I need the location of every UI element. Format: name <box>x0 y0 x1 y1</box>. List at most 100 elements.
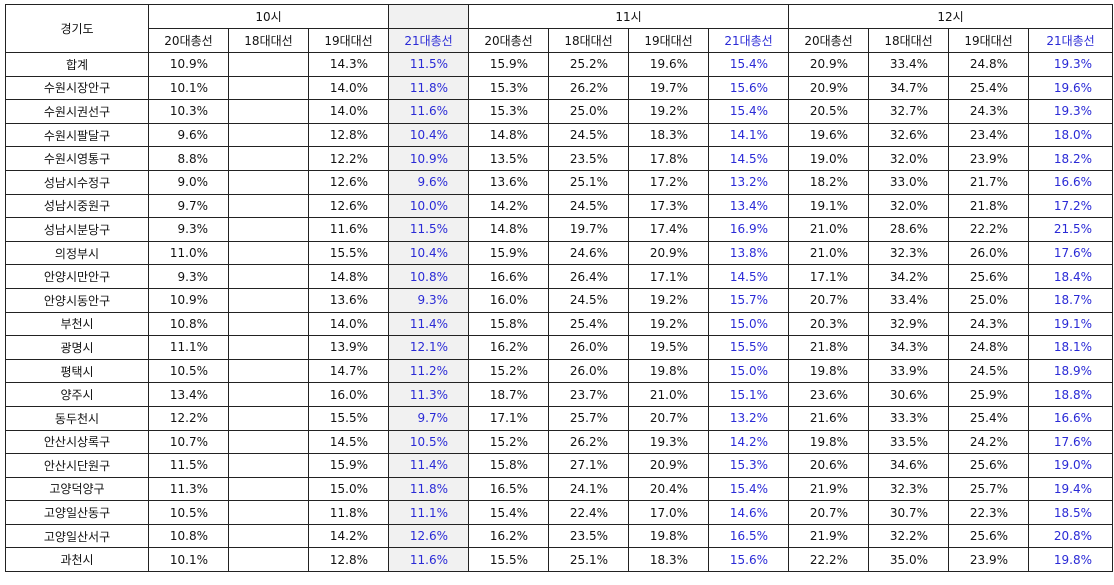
value-cell-h12-2[interactable]: 22.3% <box>948 500 1030 525</box>
region-cell[interactable]: 고양일산동구 <box>5 500 149 525</box>
value-cell-h10-1[interactable] <box>228 52 309 77</box>
value-cell-h10-1[interactable] <box>228 193 309 219</box>
region-cell[interactable]: 성남시중원구 <box>5 193 149 219</box>
value-cell-h10-3[interactable]: 11.2% <box>388 358 470 384</box>
value-cell-h11-0[interactable]: 15.9% <box>468 52 550 77</box>
value-cell-h12-1[interactable]: 32.2% <box>868 523 950 549</box>
region-cell[interactable]: 평택시 <box>5 358 149 384</box>
hour-group-10-highlight-cell[interactable] <box>388 4 470 29</box>
region-cell[interactable]: 안산시단원구 <box>5 453 149 478</box>
value-cell-h10-1[interactable] <box>228 240 309 266</box>
value-cell-h12-2[interactable]: 25.4% <box>948 405 1030 431</box>
value-cell-h11-3[interactable]: 15.4% <box>708 52 790 77</box>
value-cell-h10-1[interactable] <box>228 500 309 525</box>
value-cell-h12-2[interactable]: 21.8% <box>948 193 1030 219</box>
value-cell-h12-1[interactable]: 32.0% <box>868 146 950 171</box>
value-cell-h10-3[interactable]: 12.6% <box>388 523 470 549</box>
value-cell-h12-1[interactable]: 32.9% <box>868 311 950 337</box>
value-cell-h12-2[interactable]: 24.8% <box>948 335 1030 360</box>
value-cell-h11-0[interactable]: 15.5% <box>468 547 550 573</box>
value-cell-h11-1[interactable]: 23.5% <box>548 523 630 549</box>
value-cell-h11-0[interactable]: 18.7% <box>468 382 550 407</box>
value-cell-h12-1[interactable]: 35.0% <box>868 547 950 573</box>
value-cell-h10-2[interactable]: 16.0% <box>307 382 390 407</box>
value-cell-h12-3[interactable]: 19.0% <box>1028 453 1114 478</box>
value-cell-h12-1[interactable]: 28.6% <box>868 217 950 242</box>
value-cell-h10-3[interactable]: 11.6% <box>388 99 470 124</box>
value-cell-h10-3[interactable]: 11.1% <box>388 500 470 525</box>
hour-group-11[interactable]: 11시 <box>468 4 790 29</box>
value-cell-h10-3[interactable]: 10.4% <box>388 122 470 148</box>
value-cell-h10-0[interactable]: 11.3% <box>148 476 229 502</box>
value-cell-h11-2[interactable]: 17.2% <box>628 169 710 195</box>
value-cell-h12-0[interactable]: 21.0% <box>788 240 870 266</box>
value-cell-h12-1[interactable]: 30.6% <box>868 382 950 407</box>
col-header-11h-3[interactable]: 21대총선 <box>708 28 790 53</box>
value-cell-h12-3[interactable]: 18.2% <box>1028 146 1114 171</box>
value-cell-h11-0[interactable]: 17.1% <box>468 405 550 431</box>
value-cell-h11-1[interactable]: 25.0% <box>548 99 630 124</box>
value-cell-h10-1[interactable] <box>228 523 309 549</box>
value-cell-h10-3[interactable]: 9.6% <box>388 169 470 195</box>
col-header-12h-1[interactable]: 18대대선 <box>868 28 950 53</box>
value-cell-h12-1[interactable]: 33.4% <box>868 287 950 313</box>
region-cell[interactable]: 합계 <box>5 52 149 77</box>
value-cell-h10-3[interactable]: 12.1% <box>388 335 470 360</box>
value-cell-h10-3[interactable]: 10.4% <box>388 240 470 266</box>
value-cell-h10-2[interactable]: 15.5% <box>307 240 390 266</box>
value-cell-h11-1[interactable]: 27.1% <box>548 453 630 478</box>
value-cell-h10-0[interactable]: 10.7% <box>148 429 229 455</box>
value-cell-h11-0[interactable]: 15.9% <box>468 240 550 266</box>
value-cell-h11-3[interactable]: 15.0% <box>708 311 790 337</box>
value-cell-h11-1[interactable]: 24.5% <box>548 122 630 148</box>
value-cell-h11-3[interactable]: 15.6% <box>708 547 790 573</box>
value-cell-h11-1[interactable]: 23.7% <box>548 382 630 407</box>
value-cell-h12-3[interactable]: 18.4% <box>1028 264 1114 289</box>
value-cell-h11-3[interactable]: 15.4% <box>708 476 790 502</box>
value-cell-h10-0[interactable]: 10.8% <box>148 311 229 337</box>
value-cell-h11-2[interactable]: 18.3% <box>628 122 710 148</box>
value-cell-h12-0[interactable]: 21.8% <box>788 335 870 360</box>
value-cell-h12-0[interactable]: 20.7% <box>788 287 870 313</box>
value-cell-h12-1[interactable]: 33.3% <box>868 405 950 431</box>
value-cell-h12-0[interactable]: 17.1% <box>788 264 870 289</box>
value-cell-h12-3[interactable]: 18.8% <box>1028 382 1114 407</box>
region-cell[interactable]: 동두천시 <box>5 405 149 431</box>
region-cell[interactable]: 안산시상록구 <box>5 429 149 455</box>
value-cell-h12-3[interactable]: 21.5% <box>1028 217 1114 242</box>
region-cell[interactable]: 안양시만안구 <box>5 264 149 289</box>
value-cell-h12-1[interactable]: 34.2% <box>868 264 950 289</box>
value-cell-h11-0[interactable]: 13.5% <box>468 146 550 171</box>
value-cell-h12-2[interactable]: 25.0% <box>948 287 1030 313</box>
value-cell-h10-3[interactable]: 11.4% <box>388 311 470 337</box>
value-cell-h11-1[interactable]: 24.1% <box>548 476 630 502</box>
value-cell-h11-2[interactable]: 17.1% <box>628 264 710 289</box>
value-cell-h11-3[interactable]: 15.6% <box>708 75 790 101</box>
value-cell-h11-1[interactable]: 25.1% <box>548 547 630 573</box>
value-cell-h11-2[interactable]: 21.0% <box>628 382 710 407</box>
value-cell-h10-1[interactable] <box>228 311 309 337</box>
value-cell-h12-0[interactable]: 21.0% <box>788 217 870 242</box>
value-cell-h12-3[interactable]: 19.3% <box>1028 52 1114 77</box>
value-cell-h10-2[interactable]: 14.7% <box>307 358 390 384</box>
value-cell-h12-1[interactable]: 33.5% <box>868 429 950 455</box>
region-cell[interactable]: 고양일산서구 <box>5 523 149 549</box>
value-cell-h11-2[interactable]: 19.6% <box>628 52 710 77</box>
value-cell-h10-1[interactable] <box>228 75 309 101</box>
value-cell-h12-2[interactable]: 24.5% <box>948 358 1030 384</box>
value-cell-h12-2[interactable]: 25.7% <box>948 476 1030 502</box>
value-cell-h12-3[interactable]: 19.3% <box>1028 99 1114 124</box>
value-cell-h12-0[interactable]: 20.6% <box>788 453 870 478</box>
value-cell-h11-2[interactable]: 18.3% <box>628 547 710 573</box>
value-cell-h11-2[interactable]: 19.8% <box>628 523 710 549</box>
value-cell-h11-1[interactable]: 25.1% <box>548 169 630 195</box>
value-cell-h12-2[interactable]: 25.6% <box>948 523 1030 549</box>
value-cell-h12-3[interactable]: 18.0% <box>1028 122 1114 148</box>
value-cell-h10-3[interactable]: 11.5% <box>388 52 470 77</box>
region-header[interactable]: 경기도 <box>5 4 149 53</box>
value-cell-h10-0[interactable]: 9.0% <box>148 169 229 195</box>
region-cell[interactable]: 수원시권선구 <box>5 99 149 124</box>
value-cell-h10-3[interactable]: 10.8% <box>388 264 470 289</box>
value-cell-h10-2[interactable]: 14.5% <box>307 429 390 455</box>
region-cell[interactable]: 성남시수정구 <box>5 169 149 195</box>
